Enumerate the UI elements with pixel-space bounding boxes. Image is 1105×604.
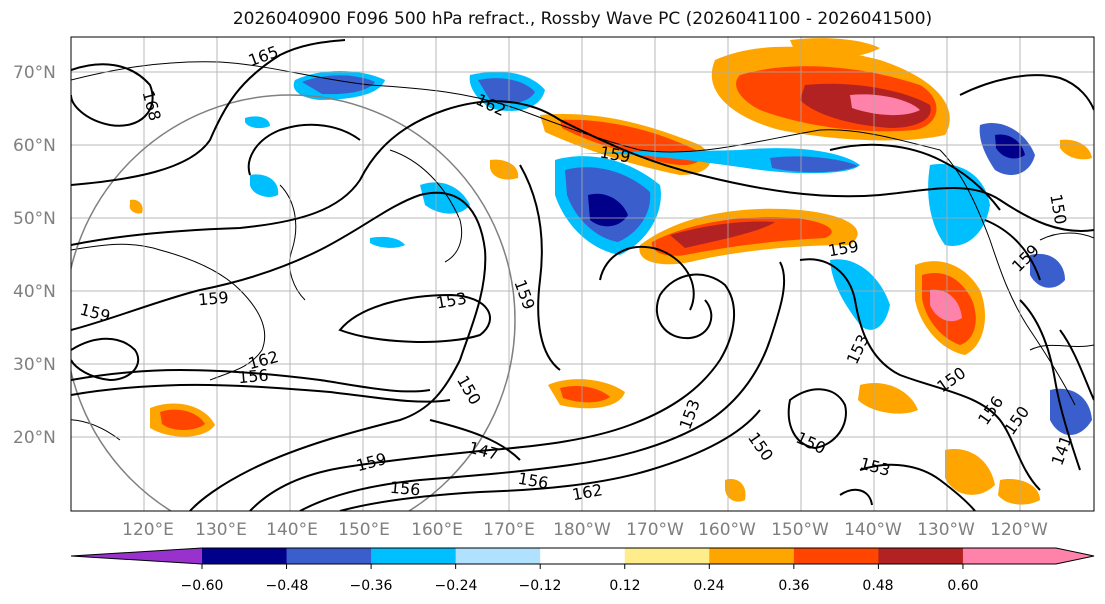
colorbar-segment	[962, 548, 1094, 564]
colorbar-tick-label: −0.48	[266, 578, 309, 594]
contour-label: 150	[933, 363, 969, 396]
anomaly-positive-region	[560, 386, 610, 403]
colorbar-segment	[540, 548, 626, 564]
colorbar-tick-label: −0.24	[435, 578, 478, 594]
plot-frame	[70, 36, 1095, 512]
anomaly-negative-region	[370, 236, 405, 248]
lon-label: 120°E	[122, 520, 174, 540]
colorbar-tick-label: −0.12	[519, 578, 562, 594]
anomaly-negative-region	[245, 116, 270, 129]
anomaly-positive-region	[129, 199, 143, 214]
anomaly-negative-region	[250, 174, 279, 197]
lat-label: 20°N	[13, 428, 56, 448]
colorbar-tick-label: 0.36	[778, 578, 809, 594]
lat-label: 60°N	[13, 136, 56, 156]
colorbar-tick-label: −0.60	[181, 578, 224, 594]
contour-label: 159	[354, 449, 388, 475]
lon-label: 130°W	[917, 520, 975, 540]
colorbar-tick-label: 0.60	[947, 578, 978, 594]
contour-label: 162	[571, 480, 604, 504]
anomaly-positive-region	[858, 382, 918, 414]
contour-label: 159	[78, 300, 112, 326]
anomaly-positive-region	[945, 449, 995, 495]
anomaly-negative-region	[478, 78, 535, 104]
lon-label: 160°E	[411, 520, 463, 540]
colorbar-segment	[878, 548, 964, 564]
lon-label: 160°W	[698, 520, 756, 540]
lat-label: 50°N	[13, 209, 56, 229]
anomaly-positive-region	[651, 217, 832, 256]
anomaly-positive-region	[850, 94, 920, 116]
lon-label: 140°E	[266, 520, 318, 540]
anomaly-negative-region	[995, 134, 1025, 159]
contour-label: 150	[1046, 193, 1070, 226]
colorbar	[70, 547, 1095, 569]
colorbar-segment	[793, 548, 879, 564]
coastlines	[71, 61, 1094, 441]
colorbar-tick-label: 0.48	[862, 578, 893, 594]
contour-label: 159	[197, 288, 229, 310]
contour-label: 159	[827, 236, 860, 260]
lon-label: 150°W	[771, 520, 829, 540]
lat-label: 40°N	[13, 282, 56, 302]
anomaly-negative-region	[928, 164, 990, 246]
lon-label: 170°E	[483, 520, 535, 540]
anomaly-negative-region	[1050, 388, 1092, 435]
colorbar-tick-label: −0.36	[350, 578, 393, 594]
anomaly-positive-region	[160, 409, 205, 430]
contour-label: 150	[453, 372, 485, 408]
anomaly-negative-region	[420, 182, 470, 214]
contour-label: 153	[843, 331, 873, 367]
lat-label: 70°N	[13, 63, 56, 83]
contour-label: 156	[237, 366, 269, 388]
latitude-labels: 70°N 60°N 50°N 40°N 30°N 20°N	[13, 63, 56, 448]
colorbar-segment	[71, 548, 202, 564]
colorbar-segment	[624, 548, 710, 564]
anomaly-positive-region	[1060, 139, 1092, 160]
anomaly-negative-region	[302, 75, 375, 95]
colorbar-segment	[286, 548, 372, 564]
reference-circle	[71, 94, 516, 511]
anomaly-shading	[129, 38, 1092, 505]
anomaly-positive-region	[725, 479, 746, 502]
colorbar-segment	[202, 548, 288, 564]
anomaly-negative-region	[770, 156, 858, 173]
map-title: 2026040900 F096 500 hPa refract., Rossby…	[232, 9, 933, 29]
contour-label: 153	[435, 289, 468, 313]
colorbar-tick-labels: −0.60 −0.48 −0.36 −0.24 −0.12 0.12 0.24 …	[181, 578, 979, 594]
lon-label: 180°W	[553, 520, 611, 540]
contour-label: 156	[389, 478, 421, 500]
contour-label: 150	[793, 428, 829, 458]
contour-label: 150	[1000, 402, 1033, 438]
lon-label: 120°W	[990, 520, 1048, 540]
lon-label: 150°E	[338, 520, 390, 540]
contour-label: 153	[858, 454, 892, 480]
height-contours	[71, 39, 1094, 511]
anomaly-positive-region	[930, 289, 962, 322]
colorbar-segment	[455, 548, 541, 564]
colorbar-tick-label: 0.12	[609, 578, 640, 594]
graticule	[71, 37, 1094, 511]
lon-label: 130°E	[195, 520, 247, 540]
anomaly-positive-region	[998, 479, 1040, 505]
contour-label: 150	[744, 429, 777, 465]
lon-label: 140°W	[844, 520, 902, 540]
lat-label: 30°N	[13, 355, 56, 375]
contour-label: 141	[1048, 433, 1076, 468]
anomaly-positive-region	[790, 38, 880, 58]
colorbar-segment	[371, 548, 457, 564]
colorbar-tick-label: 0.24	[693, 578, 724, 594]
anomaly-positive-region	[670, 221, 775, 248]
longitude-labels: 120°E 130°E 140°E 150°E 160°E 170°E 180°…	[122, 520, 1048, 540]
anomaly-positive-region	[490, 159, 519, 180]
colorbar-segment	[709, 548, 795, 564]
contour-label: 165	[246, 42, 281, 70]
lon-label: 170°W	[626, 520, 684, 540]
